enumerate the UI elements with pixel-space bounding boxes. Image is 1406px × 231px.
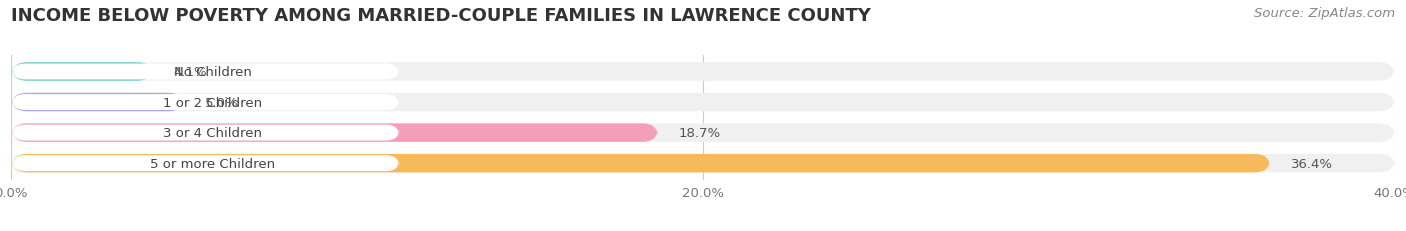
Text: 36.4%: 36.4%	[1291, 157, 1333, 170]
FancyBboxPatch shape	[11, 63, 1395, 81]
FancyBboxPatch shape	[11, 125, 399, 141]
Text: 4.1%: 4.1%	[174, 66, 208, 79]
FancyBboxPatch shape	[11, 93, 1395, 112]
Text: 5 or more Children: 5 or more Children	[150, 157, 276, 170]
FancyBboxPatch shape	[11, 64, 399, 80]
Text: 18.7%: 18.7%	[679, 127, 721, 140]
FancyBboxPatch shape	[11, 124, 658, 142]
Text: 1 or 2 Children: 1 or 2 Children	[163, 96, 263, 109]
Text: INCOME BELOW POVERTY AMONG MARRIED-COUPLE FAMILIES IN LAWRENCE COUNTY: INCOME BELOW POVERTY AMONG MARRIED-COUPL…	[11, 7, 872, 25]
Text: Source: ZipAtlas.com: Source: ZipAtlas.com	[1254, 7, 1395, 20]
FancyBboxPatch shape	[11, 154, 1395, 173]
Text: 3 or 4 Children: 3 or 4 Children	[163, 127, 262, 140]
FancyBboxPatch shape	[11, 154, 1270, 173]
Text: 5.0%: 5.0%	[205, 96, 239, 109]
FancyBboxPatch shape	[11, 63, 153, 81]
FancyBboxPatch shape	[11, 93, 184, 112]
Text: No Children: No Children	[174, 66, 252, 79]
FancyBboxPatch shape	[11, 124, 1395, 142]
FancyBboxPatch shape	[11, 95, 399, 110]
FancyBboxPatch shape	[11, 155, 399, 171]
